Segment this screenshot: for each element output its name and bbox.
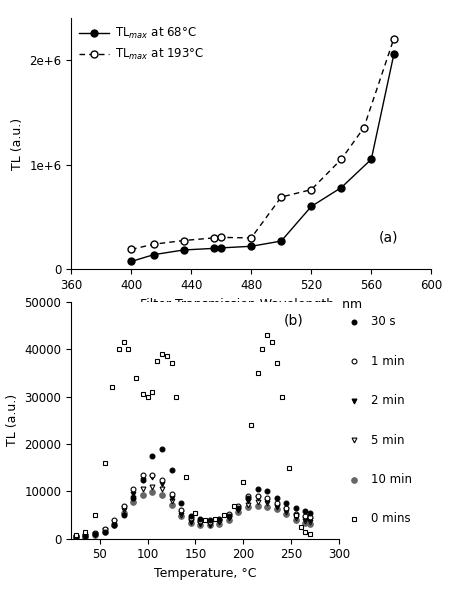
TL$_{max}$ at 193°C xyxy=(219,234,224,241)
Line: TL$_{max}$ at 193°C: TL$_{max}$ at 193°C xyxy=(128,36,397,253)
Text: (b): (b) xyxy=(283,314,303,328)
TL$_{max}$ at 68°C xyxy=(368,156,374,163)
TL$_{max}$ at 193°C xyxy=(181,237,187,244)
TL$_{max}$ at 68°C xyxy=(219,244,224,252)
Text: 1 min: 1 min xyxy=(371,355,404,368)
TL$_{max}$ at 193°C xyxy=(338,156,344,163)
TL$_{max}$ at 68°C xyxy=(128,258,134,265)
TL$_{max}$ at 193°C xyxy=(309,186,314,193)
TL$_{max}$ at 68°C xyxy=(391,51,397,58)
Text: 0 mins: 0 mins xyxy=(371,513,410,526)
TL$_{max}$ at 68°C xyxy=(151,251,156,258)
Text: 5 min: 5 min xyxy=(371,433,404,446)
TL$_{max}$ at 193°C xyxy=(391,35,397,42)
TL$_{max}$ at 193°C xyxy=(278,194,284,201)
Text: 30 s: 30 s xyxy=(371,315,395,328)
TL$_{max}$ at 193°C xyxy=(361,124,367,131)
Text: 2 min: 2 min xyxy=(371,394,404,407)
TL$_{max}$ at 193°C xyxy=(248,234,254,242)
TL$_{max}$ at 193°C xyxy=(151,240,156,247)
Text: (a): (a) xyxy=(378,230,398,244)
X-axis label: Temperature, °C: Temperature, °C xyxy=(154,567,256,580)
TL$_{max}$ at 68°C xyxy=(181,246,187,253)
Y-axis label: TL (a.u.): TL (a.u.) xyxy=(11,117,24,170)
TL$_{max}$ at 193°C xyxy=(211,234,217,242)
TL$_{max}$ at 68°C xyxy=(338,184,344,191)
Text: 10 min: 10 min xyxy=(371,473,412,486)
Legend: TL$_{max}$ at 68°C, TL$_{max}$ at 193°C: TL$_{max}$ at 68°C, TL$_{max}$ at 193°C xyxy=(77,24,206,65)
TL$_{max}$ at 68°C xyxy=(211,245,217,252)
TL$_{max}$ at 68°C xyxy=(309,203,314,210)
TL$_{max}$ at 68°C xyxy=(278,237,284,244)
TL$_{max}$ at 68°C xyxy=(248,243,254,250)
Line: TL$_{max}$ at 68°C: TL$_{max}$ at 68°C xyxy=(128,51,397,265)
TL$_{max}$ at 193°C xyxy=(128,246,134,253)
X-axis label: Filter Transmission Wavelength, nm: Filter Transmission Wavelength, nm xyxy=(140,298,362,311)
Y-axis label: TL (a.u.): TL (a.u.) xyxy=(6,394,19,446)
